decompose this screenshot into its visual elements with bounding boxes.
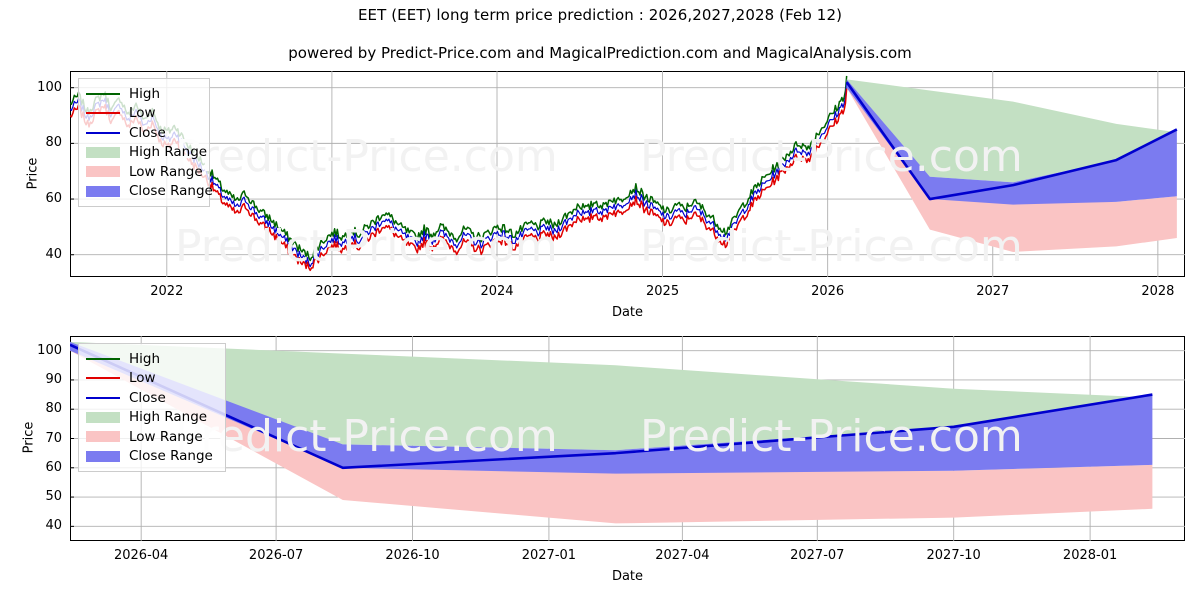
legend-label: Low bbox=[129, 105, 156, 122]
legend-item-high-range: High Range bbox=[86, 143, 207, 163]
page-subtitle: powered by Predict-Price.com and Magical… bbox=[288, 44, 912, 62]
x-tick-label: 2026-07 bbox=[248, 548, 304, 563]
y-tick-label: 100 bbox=[37, 342, 62, 358]
x-tick-label: 2028 bbox=[1141, 284, 1175, 299]
x-tick-label: 2023 bbox=[315, 284, 349, 299]
legend-swatch-high-range-icon bbox=[86, 411, 120, 423]
y-tick-label: 80 bbox=[45, 401, 62, 417]
x-tick-label: 2027-04 bbox=[655, 548, 710, 563]
legend-item-close: Close bbox=[86, 123, 201, 143]
legend-swatch-close-range-icon bbox=[86, 185, 120, 197]
overview-chart: Predict-Price.com Predict-Price.com Pred… bbox=[70, 71, 1185, 277]
x-tick-label: 2027 bbox=[976, 284, 1010, 299]
y-tick-label: 60 bbox=[45, 459, 62, 475]
overview-x-axis-label: Date bbox=[611, 305, 644, 320]
legend-item-close: Close bbox=[86, 388, 217, 408]
legend-label: High Range bbox=[129, 409, 208, 426]
legend-swatch-close-icon bbox=[86, 392, 120, 404]
legend-swatch-close-range-icon bbox=[86, 450, 120, 462]
y-tick-label: 40 bbox=[45, 246, 62, 262]
legend-swatch-low-icon bbox=[86, 372, 120, 384]
x-tick-label: 2027-10 bbox=[926, 548, 981, 563]
legend-label: High Range bbox=[129, 144, 208, 161]
legend-item-close-range: Close Range bbox=[86, 447, 217, 467]
x-tick-label: 2025 bbox=[646, 284, 680, 299]
legend-item-low: Low bbox=[86, 369, 217, 389]
legend-item-low-range: Low Range bbox=[86, 162, 203, 182]
legend-item-high: High bbox=[86, 349, 217, 369]
legend-item-low-range: Low Range bbox=[86, 427, 217, 447]
legend-swatch-high-icon bbox=[86, 353, 120, 365]
detail-legend: High Low Close High Range Low Range Close Ran… bbox=[78, 343, 226, 472]
y-tick-label: 60 bbox=[45, 191, 62, 207]
legend-swatch-high-range-icon bbox=[86, 146, 120, 158]
y-tick-label: 100 bbox=[37, 79, 62, 95]
legend-item-high-range: High Range bbox=[86, 408, 217, 428]
legend-item-low: Low bbox=[86, 104, 201, 124]
detail-plot-area: Predict-Price.com Predict-Price.com bbox=[70, 336, 1185, 541]
y-tick-label: 80 bbox=[45, 135, 62, 151]
y-tick-label: 50 bbox=[45, 489, 62, 505]
legend-label: Low Range bbox=[129, 163, 203, 180]
overview-plot-area: Predict-Price.com Predict-Price.com Pred… bbox=[70, 71, 1185, 277]
page-title: EET (EET) long term price prediction : 2… bbox=[357, 6, 843, 24]
forecast-detail-chart: Predict-Price.com Predict-Price.com bbox=[70, 336, 1185, 541]
overview-series-svg bbox=[70, 71, 1185, 277]
legend-label: Low Range bbox=[129, 428, 203, 445]
legend-swatch-low-icon bbox=[86, 107, 120, 119]
x-tick-label: 2026-04 bbox=[113, 548, 169, 563]
y-tick-label: 90 bbox=[45, 371, 62, 387]
legend-swatch-low-range-icon bbox=[86, 166, 120, 178]
detail-series-svg bbox=[70, 336, 1185, 541]
overview-legend: High Low Close High Range Low Range Close Ran… bbox=[78, 78, 213, 207]
x-tick-label: 2026-10 bbox=[385, 548, 440, 563]
legend-label: High bbox=[129, 350, 161, 367]
x-tick-label: 2027-07 bbox=[790, 548, 845, 563]
detail-x-axis-label: Date bbox=[611, 569, 644, 584]
x-tick-label: 2026 bbox=[811, 284, 845, 299]
legend-label: Close bbox=[129, 124, 166, 141]
legend-label: High bbox=[129, 85, 161, 102]
legend-label: Close bbox=[129, 389, 166, 406]
legend-swatch-high-icon bbox=[86, 88, 120, 100]
legend-item-high: High bbox=[86, 84, 201, 104]
x-tick-label: 2022 bbox=[150, 284, 184, 299]
legend-swatch-low-range-icon bbox=[86, 431, 120, 443]
legend-label: Close Range bbox=[129, 183, 213, 200]
y-tick-label: 40 bbox=[45, 518, 62, 534]
y-tick-label: 70 bbox=[45, 430, 62, 446]
legend-item-close-range: Close Range bbox=[86, 182, 213, 202]
x-tick-label: 2028-01 bbox=[1062, 548, 1118, 563]
x-tick-label: 2024 bbox=[480, 284, 514, 299]
legend-label: Close Range bbox=[129, 448, 213, 465]
legend-swatch-close-icon bbox=[86, 127, 120, 139]
x-tick-label: 2027-01 bbox=[521, 548, 577, 563]
legend-label: Low bbox=[129, 370, 156, 387]
